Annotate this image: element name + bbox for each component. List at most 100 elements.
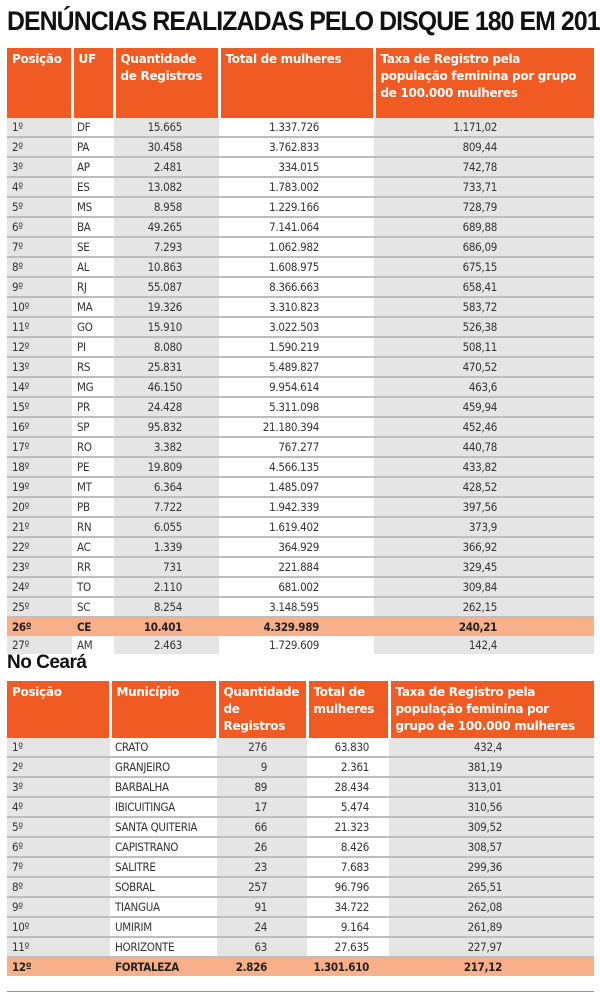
cell-quantidade: 30.458 [114,137,219,158]
table-row: 9º TIANGUA 91 34.722 262,08 [7,897,594,918]
cell-municipio: CRATO [110,738,217,758]
cell-posicao: 2º [7,137,72,158]
cell-uf: AP [72,157,114,178]
cell-total-mulheres: 334.015 [219,157,374,178]
cell-uf: RR [72,557,114,578]
cell-taxa: 432,4 [389,738,594,758]
cell-taxa: 265,51 [389,877,594,898]
cell-total-mulheres: 63.830 [307,738,389,758]
cell-municipio: UMIRIM [110,917,217,938]
cell-uf: SC [72,597,114,618]
cell-posicao: 6º [7,837,110,858]
cell-municipio: TIANGUA [110,897,217,918]
cell-total-mulheres: 221.884 [219,557,374,578]
table-row: 8º AL 10.863 1.608.975 675,15 [7,257,594,278]
table-row: 7º SE 7.293 1.062.982 686,09 [7,237,594,258]
table-row: 10º UMIRIM 24 9.164 261,89 [7,917,594,938]
cell-uf: PE [72,457,114,478]
cell-quantidade: 1.339 [114,537,219,558]
cell-uf: TO [72,577,114,598]
table-row: 22º AC 1.339 364.929 366,92 [7,537,594,558]
cell-taxa: 308,57 [389,837,594,858]
cell-quantidade: 66 [217,817,307,838]
table-row: 5º MS 8.958 1.229.166 728,79 [7,197,594,218]
cell-municipio: BARBALHA [110,777,217,798]
table-header-row: Posição UF Quantidade de Registros Total… [7,48,594,118]
cell-posicao: 25º [7,597,72,618]
cell-taxa: 733,71 [374,177,594,198]
cell-total-mulheres: 28.434 [307,777,389,798]
cell-posicao: 1º [7,118,72,138]
table-row: 10º MA 19.326 3.310.823 583,72 [7,297,594,318]
header-municipio: Município [108,681,217,738]
cell-taxa: 240,21 [374,617,594,636]
cell-uf: AM [77,638,93,652]
cell-total-mulheres: 9.164 [307,917,389,938]
cell-total-mulheres: 2.361 [307,757,389,778]
cell-posicao: 22º [7,537,72,558]
cell-posicao: 24º [7,577,72,598]
cell-taxa: 227,97 [389,937,594,958]
cell-posicao: 27º [7,636,72,654]
cell-quantidade: 2.463 [114,636,219,654]
cell-posicao: 17º [7,437,72,458]
page-title: DENÚNCIAS REALIZADAS PELO DISQUE 180 EM … [7,6,600,36]
cell-taxa: 742,78 [374,157,594,178]
table-row: 5º SANTA QUITERIA 66 21.323 309,52 [7,817,594,838]
cell-total-mulheres: 7.683 [307,857,389,878]
cell-taxa: 397,56 [374,497,594,518]
table-row: 11º HORIZONTE 63 27.635 227,97 [7,937,594,958]
cell-total-mulheres: 3.762.833 [219,137,374,158]
header-total-mulheres: Total de mulheres [305,681,389,738]
cell-quantidade: 19.809 [114,457,219,478]
cell-uf: GO [72,317,114,338]
table-row: 4º ES 13.082 1.783.002 733,71 [7,177,594,198]
cell-posicao: 2º [7,757,110,778]
cell-total-mulheres: 364.929 [219,537,374,558]
header-posicao: Posição [7,48,72,118]
section-title: No Ceará [7,652,87,673]
cell-taxa: 381,19 [389,757,594,778]
cell-quantidade: 49.265 [114,217,219,238]
cell-total-mulheres: 5.474 [307,797,389,818]
cell-quantidade: 23 [217,857,307,878]
cell-total-mulheres: 4.329.989 [219,617,374,636]
cell-uf: AL [72,257,114,278]
cell-total-mulheres: 1.301.610 [307,957,389,976]
cell-municipio: SALITRE [110,857,217,878]
cell-uf: SP [72,417,114,438]
cell-quantidade: 3.382 [114,437,219,458]
cell-posicao: 11º [7,937,110,958]
cell-total-mulheres: 1.783.002 [219,177,374,198]
cell-posicao: 4º [7,797,110,818]
cell-taxa: 261,89 [389,917,594,938]
table-row: 13º RS 25.831 5.489.827 470,52 [7,357,594,378]
cell-uf: RS [72,357,114,378]
table-row: 14º MG 46.150 9.954.614 463,6 [7,377,594,398]
cell-posicao: 7º [7,237,72,258]
cell-posicao: 23º [7,557,72,578]
table-row: 16º SP 95.832 21.180.394 452,46 [7,417,594,438]
cell-quantidade: 257 [217,877,307,898]
cell-quantidade: 8.958 [114,197,219,218]
divider [7,991,594,992]
cell-municipio: IBICUITINGA [110,797,217,818]
cell-total-mulheres: 21.180.394 [219,417,374,438]
table-row: 6º CAPISTRANO 26 8.426 308,57 [7,837,594,858]
table-row: 25º SC 8.254 3.148.595 262,15 [7,597,594,618]
cell-total-mulheres: 1.062.982 [219,237,374,258]
table-row: 1º DF 15.665 1.337.726 1.171,02 [7,118,594,138]
cell-posicao: 6º [7,217,72,238]
cell-taxa: 309,84 [374,577,594,598]
table-row: 23º RR 731 221.884 329,45 [7,557,594,578]
cell-quantidade: 13.082 [114,177,219,198]
cell-total-mulheres: 7.141.064 [219,217,374,238]
table-row: 15º PR 24.428 5.311.098 459,94 [7,397,594,418]
table-row: 3º AP 2.481 334.015 742,78 [7,157,594,178]
table-header-row: Posição Município Quantidade de Registro… [7,681,594,738]
cell-quantidade: 24.428 [114,397,219,418]
cell-quantidade: 9 [217,757,307,778]
cell-posicao: 3º [7,777,110,798]
table-row: 8º SOBRAL 257 96.796 265,51 [7,877,594,898]
cell-quantidade: 91 [217,897,307,918]
